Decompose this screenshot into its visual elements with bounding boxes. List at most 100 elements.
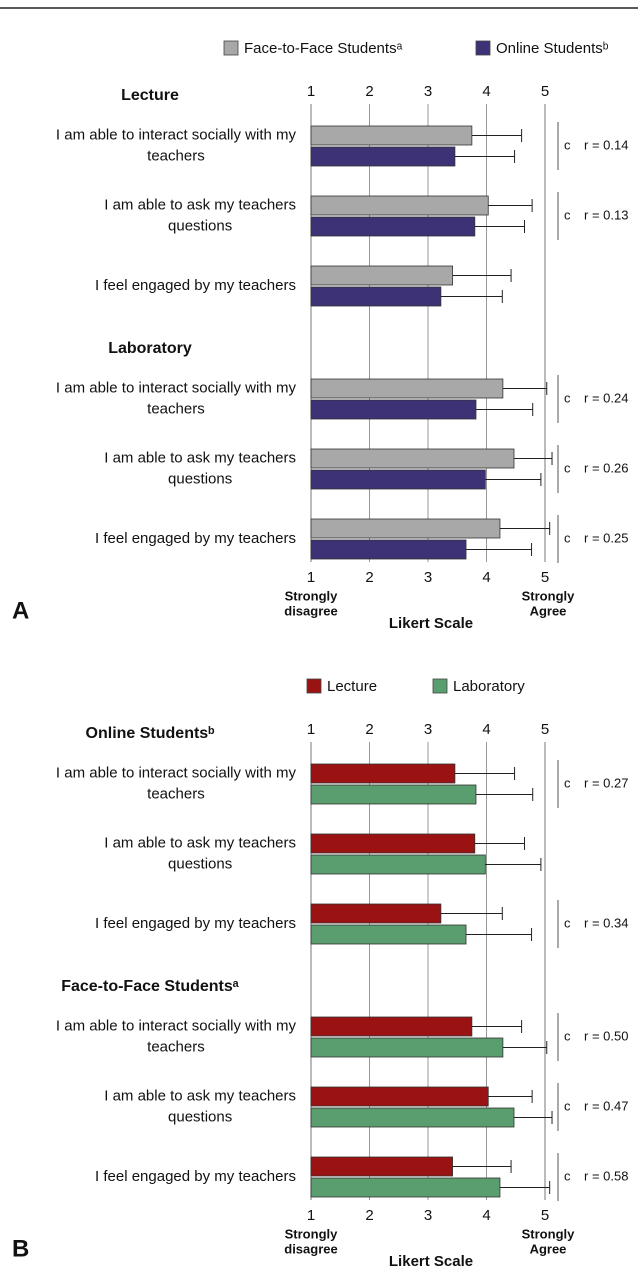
error-bar [488,199,533,212]
significance-label: c [564,137,571,152]
x-tick-label: 2 [365,1207,373,1224]
legend-swatch [432,678,448,694]
r-label: r = 0.34 [584,915,628,930]
error-bar [440,907,503,920]
significance-label: c [564,1168,571,1183]
bar [310,378,504,399]
significance-label: c [564,207,571,222]
x-tick-label: 3 [424,721,432,738]
category-label: I feel engaged by my teachers [95,530,296,547]
category-label: teachers [147,785,205,802]
group-title: Online Studentsᵇ [86,725,215,742]
bar [310,1016,473,1037]
bar [310,1177,501,1198]
bar [310,195,489,216]
x-tick-label: 1 [307,1207,315,1224]
category-label: I am able to interact socially with my [56,126,297,143]
category-label: I feel engaged by my teachers [95,277,296,294]
x-tick-label: 4 [482,1207,490,1224]
bar [310,903,442,924]
x-end-label: Strongly [522,1226,575,1241]
x-tick-label: 1 [307,83,315,100]
r-label: r = 0.14 [584,137,628,152]
significance-label: c [564,915,571,930]
error-bar [474,220,526,233]
bar [310,539,467,560]
x-tick-label: 3 [424,83,432,100]
category-label: questions [168,855,232,872]
x-axis-title: Likert Scale [389,1253,473,1270]
category-label: I am able to ask my teachers [104,1087,296,1104]
x-tick-label: 5 [541,1207,549,1224]
x-end-label: Agree [530,1241,567,1256]
bar [310,399,477,420]
error-bar [471,1020,523,1033]
bar [310,125,473,146]
significance-label: c [564,390,571,405]
error-bar [499,522,551,535]
x-tick-label: 2 [365,721,373,738]
x-end-label: Strongly [285,1226,338,1241]
x-tick-label: 3 [424,569,432,586]
category-label: I am able to ask my teachers [104,834,296,851]
legend-swatch [223,40,239,56]
r-label: r = 0.24 [584,390,628,405]
bar [310,1086,489,1107]
error-bar [513,452,553,465]
error-bar [485,473,542,486]
category-label: I am able to interact socially with my [56,1017,297,1034]
panel-label: B [12,1235,29,1262]
bar [310,448,515,469]
legend-label: Laboratory [453,678,525,695]
category-label: questions [168,217,232,234]
r-label: r = 0.25 [584,530,628,545]
category-label: I feel engaged by my teachers [95,1168,296,1185]
error-bar [454,767,516,780]
bar [310,469,486,490]
bar [310,763,456,784]
x-tick-label: 1 [307,721,315,738]
error-bar [474,837,526,850]
error-bar [488,1090,533,1103]
category-label: teachers [147,1038,205,1055]
significance-label: c [564,460,571,475]
legend-label: Face-to-Face Studentsᵃ [244,40,403,57]
bar [310,924,467,945]
x-tick-label: 2 [365,83,373,100]
significance-label: c [564,775,571,790]
error-bar [475,403,534,416]
x-tick-label: 2 [365,569,373,586]
bar [310,1156,453,1177]
legend-swatch [475,40,491,56]
bar [310,784,477,805]
bar [310,854,486,875]
category-label: questions [168,1108,232,1125]
error-bar [485,858,542,871]
x-tick-label: 4 [482,721,490,738]
x-tick-label: 4 [482,83,490,100]
error-bar [471,129,523,142]
x-tick-label: 1 [307,569,315,586]
r-label: r = 0.27 [584,775,628,790]
r-label: r = 0.58 [584,1168,628,1183]
significance-label: c [564,530,571,545]
x-end-label: disagree [284,1241,337,1256]
bar [310,216,476,237]
r-label: r = 0.47 [584,1098,628,1113]
bar [310,1107,515,1128]
category-label: I feel engaged by my teachers [95,915,296,932]
category-label: I am able to interact socially with my [56,379,297,396]
error-bar [466,928,533,941]
error-bar [452,1160,512,1173]
bar [310,265,453,286]
x-tick-label: 5 [541,569,549,586]
category-label: teachers [147,147,205,164]
error-bar [454,150,516,163]
legend-label: Online Studentsᵇ [496,40,609,57]
legend-swatch [306,678,322,694]
bar [310,286,442,307]
bar [310,833,476,854]
panel-label: A [12,597,29,624]
category-label: I am able to ask my teachers [104,196,296,213]
